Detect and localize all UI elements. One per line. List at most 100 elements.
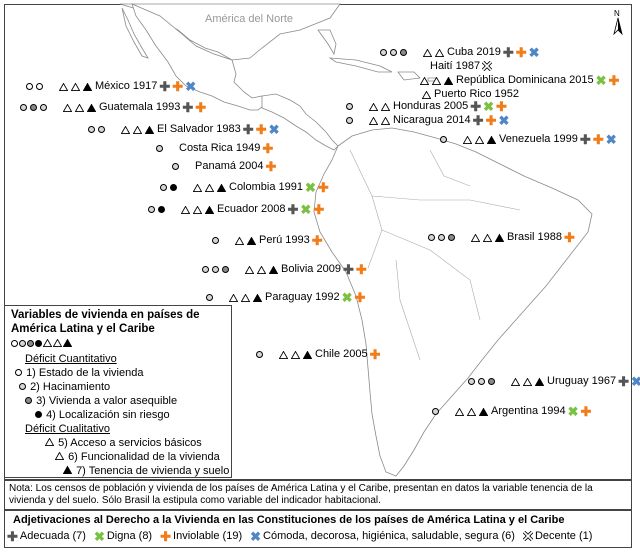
country-name: Puerto Rico 1952 xyxy=(434,88,519,100)
variable-circle-icon xyxy=(202,266,209,273)
com-icon: ✖ xyxy=(498,113,510,128)
baja-shape xyxy=(121,7,149,59)
inv-icon: ✚ xyxy=(160,528,172,544)
adec-icon: ✚ xyxy=(242,122,254,137)
open-triangle-icon xyxy=(475,135,484,144)
bottom-legend-box: Adjetivaciones al Derecho a la Vivienda … xyxy=(4,510,632,548)
inv-icon: ✚ xyxy=(313,202,325,217)
country-name: Nicaragua 2014 xyxy=(393,114,471,126)
inv-icon: ✚ xyxy=(496,99,507,114)
open-triangle-icon xyxy=(279,350,288,359)
open-triangle-icon xyxy=(291,350,300,359)
dig-icon: ✖ xyxy=(341,290,353,305)
country-label-guatemala: Guatemala 1993 ✚ ✚ xyxy=(20,101,206,114)
country-name: Haití 1987 xyxy=(430,60,481,72)
variable-circle-icon xyxy=(212,266,219,273)
legend-symbols-row xyxy=(11,338,73,351)
country-name: Colombia 1991 xyxy=(229,181,303,193)
hispaniola-shape xyxy=(397,71,421,81)
inv-icon: ✚ xyxy=(355,262,367,277)
open-triangle-icon xyxy=(435,48,444,57)
variable-circle-icon xyxy=(30,104,37,111)
variable-circle-icon xyxy=(400,49,407,56)
open-triangle-icon xyxy=(432,76,441,85)
variable-circle-icon xyxy=(158,206,165,213)
map: N América del Norte xyxy=(119,3,623,477)
inv-icon: ✚ xyxy=(265,159,277,174)
country-name: El Salvador 1983 xyxy=(157,123,241,135)
adec-icon: ✚ xyxy=(159,79,171,94)
country-label-venezuela: Venezuela 1999 ✚ ✚ ✖ xyxy=(440,133,617,146)
inv-icon: ✚ xyxy=(317,180,329,195)
map-title: América del Norte xyxy=(205,13,293,25)
open-triangle-icon xyxy=(463,135,472,144)
country-name: Cuba 2019 xyxy=(447,46,501,58)
inv-icon: ✚ xyxy=(255,122,267,137)
open-triangle-icon xyxy=(381,116,390,125)
variable-circle-icon xyxy=(256,351,263,358)
open-triangle-icon xyxy=(75,103,84,112)
variable-circle-icon xyxy=(98,126,105,133)
open-triangle-icon xyxy=(205,183,214,192)
florida-shape xyxy=(317,29,337,56)
open-triangle-icon xyxy=(257,265,266,274)
country-label-argentina: Argentina 1994 ✖ ✚ xyxy=(432,405,591,418)
adec-icon: ✚ xyxy=(287,202,299,217)
bottom-title: Adjetivaciones al Derecho a la Vivienda … xyxy=(13,514,565,526)
adec-icon: ✚ xyxy=(502,45,514,60)
variable-circle-icon xyxy=(172,163,179,170)
country-name: Chile 2005 xyxy=(315,348,368,360)
open-triangle-icon xyxy=(511,377,520,386)
country-name: Costa Rica 1949 xyxy=(179,142,261,154)
inv-icon: ✚ xyxy=(564,230,575,245)
adec-icon: ✚ xyxy=(7,528,18,544)
filled-triangle-icon xyxy=(303,350,312,359)
open-triangle-icon xyxy=(229,293,238,302)
country-name: Uruguay 1967 xyxy=(547,375,617,387)
inv-icon: ✚ xyxy=(172,79,184,94)
adec-icon: ✚ xyxy=(472,113,484,128)
bottom-item-dec: Decente (1) xyxy=(522,530,592,542)
open-triangle-icon xyxy=(193,205,202,214)
variable-circle-icon xyxy=(36,83,43,90)
inv-icon: ✚ xyxy=(485,113,497,128)
filled-triangle-icon xyxy=(535,377,544,386)
bottom-item-inv: ✚ Inviolable (19) xyxy=(160,528,243,544)
adec-icon: ✚ xyxy=(182,100,194,115)
inv-icon: ✚ xyxy=(262,141,274,156)
open-triangle-icon xyxy=(523,377,532,386)
country-name: Brasil 1988 xyxy=(507,231,563,243)
filled-triangle-icon xyxy=(495,233,504,242)
dig-icon: ✖ xyxy=(567,404,579,419)
open-triangle-icon xyxy=(369,116,378,125)
variable-circle-icon xyxy=(148,206,155,213)
legend-q5: 5) Acceso a servicios básicos xyxy=(45,437,202,450)
north-arrow xyxy=(613,17,623,36)
country-label-costa-rica: Costa Rica 1949 ✚ xyxy=(156,142,273,155)
country-label-república-dominicana: República Dominicana 2015 ✖ ✚ xyxy=(420,74,619,87)
variable-circle-icon xyxy=(206,294,213,301)
open-triangle-icon xyxy=(455,407,464,416)
country-name: Perú 1993 xyxy=(259,234,310,246)
bottom-item-com: ✖ Cómoda, decorosa, higiénica, saludable,… xyxy=(250,528,515,544)
legend-q3: 3) Vivienda a valor asequible xyxy=(25,395,177,408)
filled-triangle-icon xyxy=(145,125,154,134)
filled-triangle-icon xyxy=(205,205,214,214)
open-triangle-icon xyxy=(483,233,492,242)
variable-circle-icon xyxy=(488,378,495,385)
inv-icon: ✚ xyxy=(580,404,592,419)
bottom-item-dig: ✖ Digna (8) xyxy=(93,528,153,544)
country-name: Panamá 2004 xyxy=(195,160,264,172)
open-triangle-icon xyxy=(422,90,431,99)
legend-qual-head: Déficit Cualitativo xyxy=(25,423,110,435)
variable-circle-icon xyxy=(26,83,33,90)
open-triangle-icon xyxy=(121,125,130,134)
dec-icon xyxy=(522,530,534,542)
country-name: Ecuador 2008 xyxy=(217,203,286,215)
open-triangle-icon xyxy=(71,82,80,91)
country-label-brasil: Brasil 1988 ✚ xyxy=(428,231,575,244)
legend-quant-head: Déficit Cuantitativo xyxy=(25,353,117,365)
country-name: Argentina 1994 xyxy=(491,405,566,417)
variable-circle-icon xyxy=(428,234,435,241)
country-label-paraguay: Paraguay 1992 ✖ ✚ xyxy=(206,291,365,304)
